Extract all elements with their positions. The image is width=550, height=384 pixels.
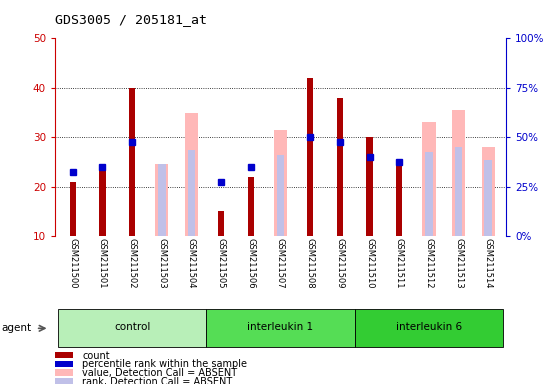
Text: GSM211514: GSM211514 bbox=[483, 238, 493, 288]
Bar bbox=[274, 130, 287, 236]
Bar bbox=[55, 369, 73, 376]
Bar bbox=[307, 78, 314, 236]
Text: GSM211513: GSM211513 bbox=[454, 238, 463, 288]
Text: GSM211511: GSM211511 bbox=[395, 238, 404, 288]
Bar bbox=[185, 113, 198, 236]
Text: GSM211501: GSM211501 bbox=[98, 238, 107, 288]
Text: count: count bbox=[82, 351, 109, 361]
Text: GDS3005 / 205181_at: GDS3005 / 205181_at bbox=[55, 13, 207, 26]
Bar bbox=[188, 150, 195, 236]
Bar bbox=[481, 147, 495, 236]
Text: GSM211512: GSM211512 bbox=[425, 238, 433, 288]
Bar bbox=[248, 177, 254, 236]
Bar bbox=[452, 110, 465, 236]
Text: GSM211505: GSM211505 bbox=[217, 238, 226, 288]
Text: rank, Detection Call = ABSENT: rank, Detection Call = ABSENT bbox=[82, 377, 232, 384]
Bar bbox=[485, 159, 492, 236]
Text: GSM211503: GSM211503 bbox=[157, 238, 166, 288]
Text: GSM211506: GSM211506 bbox=[246, 238, 255, 288]
Bar bbox=[366, 137, 373, 236]
Text: GSM211510: GSM211510 bbox=[365, 238, 374, 288]
Bar bbox=[206, 310, 355, 347]
Text: GSM211504: GSM211504 bbox=[187, 238, 196, 288]
Bar bbox=[422, 122, 436, 236]
Text: GSM211508: GSM211508 bbox=[306, 238, 315, 288]
Text: GSM211507: GSM211507 bbox=[276, 238, 285, 288]
Bar bbox=[55, 361, 73, 367]
Bar bbox=[277, 155, 284, 236]
Bar bbox=[55, 378, 73, 384]
Text: percentile rank within the sample: percentile rank within the sample bbox=[82, 359, 247, 369]
Bar bbox=[355, 310, 503, 347]
Bar bbox=[425, 152, 432, 236]
Bar bbox=[69, 182, 76, 236]
Bar bbox=[218, 212, 224, 236]
Text: control: control bbox=[114, 323, 150, 333]
Bar bbox=[58, 310, 206, 347]
Bar bbox=[337, 98, 343, 236]
Text: agent: agent bbox=[2, 323, 32, 333]
Bar bbox=[396, 162, 403, 236]
Bar bbox=[158, 164, 166, 236]
Text: value, Detection Call = ABSENT: value, Detection Call = ABSENT bbox=[82, 368, 237, 378]
Bar bbox=[99, 167, 106, 236]
Text: GSM211509: GSM211509 bbox=[336, 238, 344, 288]
Bar bbox=[455, 147, 462, 236]
Bar bbox=[55, 352, 73, 358]
Text: GSM211500: GSM211500 bbox=[68, 238, 78, 288]
Text: interleukin 1: interleukin 1 bbox=[248, 323, 314, 333]
Bar bbox=[155, 164, 168, 236]
Bar bbox=[129, 88, 135, 236]
Text: GSM211502: GSM211502 bbox=[128, 238, 136, 288]
Text: interleukin 6: interleukin 6 bbox=[396, 323, 462, 333]
